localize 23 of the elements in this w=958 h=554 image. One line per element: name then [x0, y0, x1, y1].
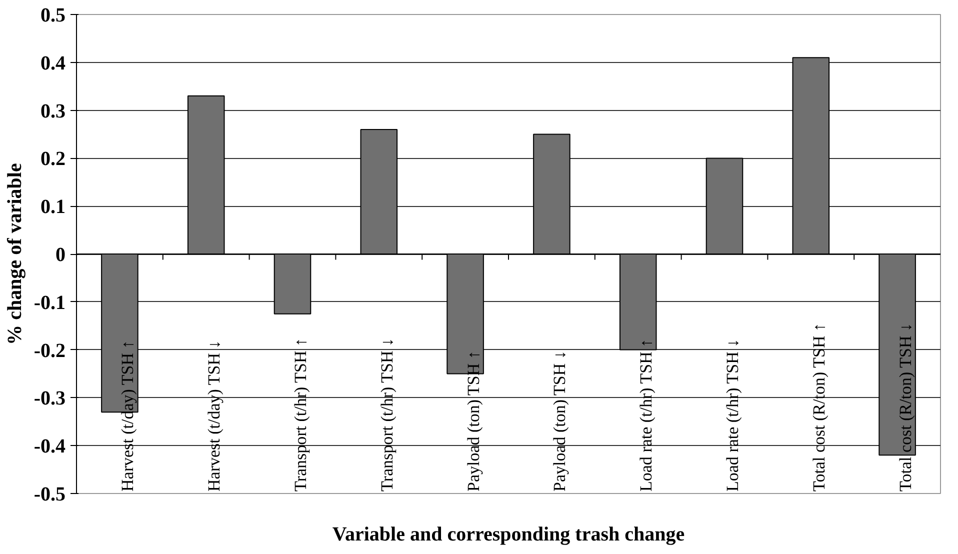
y-tick-label: 0.3: [40, 100, 66, 122]
y-tick-label: 0: [56, 244, 66, 266]
y-tick-label: -0.4: [34, 436, 66, 458]
x-tick-label: Payload (ton) TSH ↓: [550, 350, 570, 492]
y-axis-title: % change of variable: [4, 163, 26, 345]
x-tick-label: Harvest (t/day) TSH ↓: [204, 340, 224, 492]
x-tick-label: Total cost (R/ton) TSH ↑: [809, 323, 828, 492]
x-tick-label: Payload (ton) TSH ↑: [464, 350, 483, 492]
x-tick-label: Harvest (t/day) TSH ↑: [118, 340, 138, 492]
x-axis-title: Variable and corresponding trash change: [332, 524, 685, 546]
x-tick-label: Transport (t/hr) TSH ↓: [377, 338, 396, 492]
y-tick-label: -0.1: [34, 292, 66, 314]
y-tick-label: -0.2: [34, 340, 66, 362]
x-tick-label: Load rate (t/hr) TSH ↑: [636, 338, 656, 492]
y-tick-label: 0.4: [40, 52, 66, 74]
y-tick-label: -0.3: [34, 388, 66, 410]
y-tick-label: 0.5: [40, 4, 66, 26]
x-tick-label: Load rate (t/hr) TSH ↓: [723, 338, 742, 492]
x-tick-label: Total cost (R/ton) TSH ↓: [896, 323, 915, 492]
y-tick-label: 0.2: [40, 148, 66, 170]
y-tick-label: 0.1: [40, 196, 66, 218]
y-tick-label: -0.5: [34, 484, 66, 506]
x-tick-label: Transport (t/hr) TSH ↑: [291, 338, 310, 492]
